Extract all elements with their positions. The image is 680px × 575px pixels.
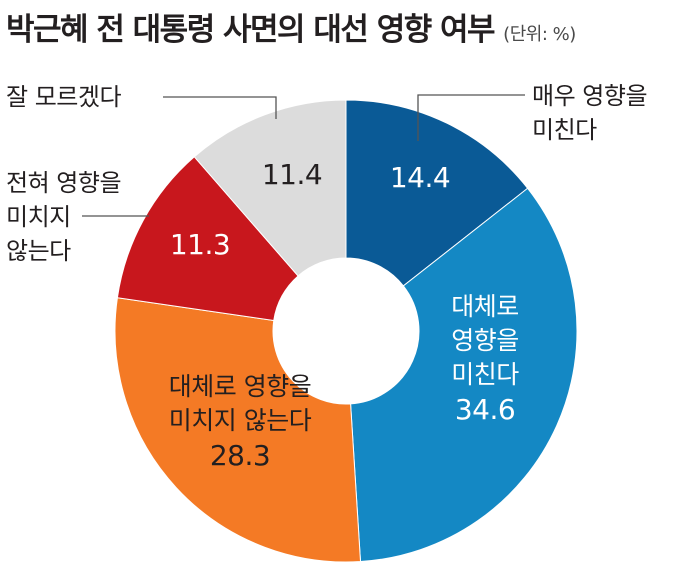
slice-label-s3-line1: 전혀 영향을	[6, 169, 122, 197]
donut-hole	[273, 258, 419, 404]
donut-slices	[114, 99, 578, 563]
slice-value-s2: 28.3	[209, 439, 271, 472]
slice-label-s2-line2: 미치지 않는다	[168, 406, 312, 435]
slice-label-s1-line1: 대체로	[451, 292, 519, 321]
slice-label-s4-line1: 잘 모르겠다	[6, 83, 122, 111]
chart-title: 박근혜 전 대통령 사면의 대선 영향 여부	[6, 12, 496, 48]
leader-lines	[82, 94, 525, 217]
slice-value-s1: 34.6	[454, 393, 516, 426]
slice-label-s1-line3: 미친다	[451, 360, 519, 389]
slice-label-s1-line2: 영향을	[451, 326, 519, 355]
slice-value-s0: 14.4	[389, 161, 451, 194]
slice-value-s3: 11.3	[169, 228, 231, 261]
slice-label-s3-line2: 미치지	[6, 203, 71, 231]
slice-label-s0: 매우 영향을 미친다	[532, 79, 648, 147]
slice-label-s3: 전혀 영향을 미치지 않는다	[6, 166, 122, 268]
leader-line-s0	[417, 94, 525, 141]
slice-label-s0-line1: 매우 영향을	[532, 82, 648, 110]
slice-label-s1: 대체로 영향을 미친다 34.6	[420, 290, 550, 428]
slice-label-s2-line1: 대체로 영향을	[168, 372, 312, 401]
unit-label: (단위: %)	[503, 24, 576, 45]
slice-label-s4: 잘 모르겠다	[6, 80, 122, 114]
slice-label-s0-line2: 미친다	[532, 116, 597, 144]
slice-value-s4: 11.4	[261, 158, 323, 191]
slice-label-s3-line3: 않는다	[6, 237, 71, 265]
chart-title-row: 박근혜 전 대통령 사면의 대선 영향 여부 (단위: %)	[6, 4, 576, 49]
leader-line-s4	[163, 96, 277, 119]
slice-label-s2: 대체로 영향을 미치지 않는다 28.3	[140, 370, 340, 474]
